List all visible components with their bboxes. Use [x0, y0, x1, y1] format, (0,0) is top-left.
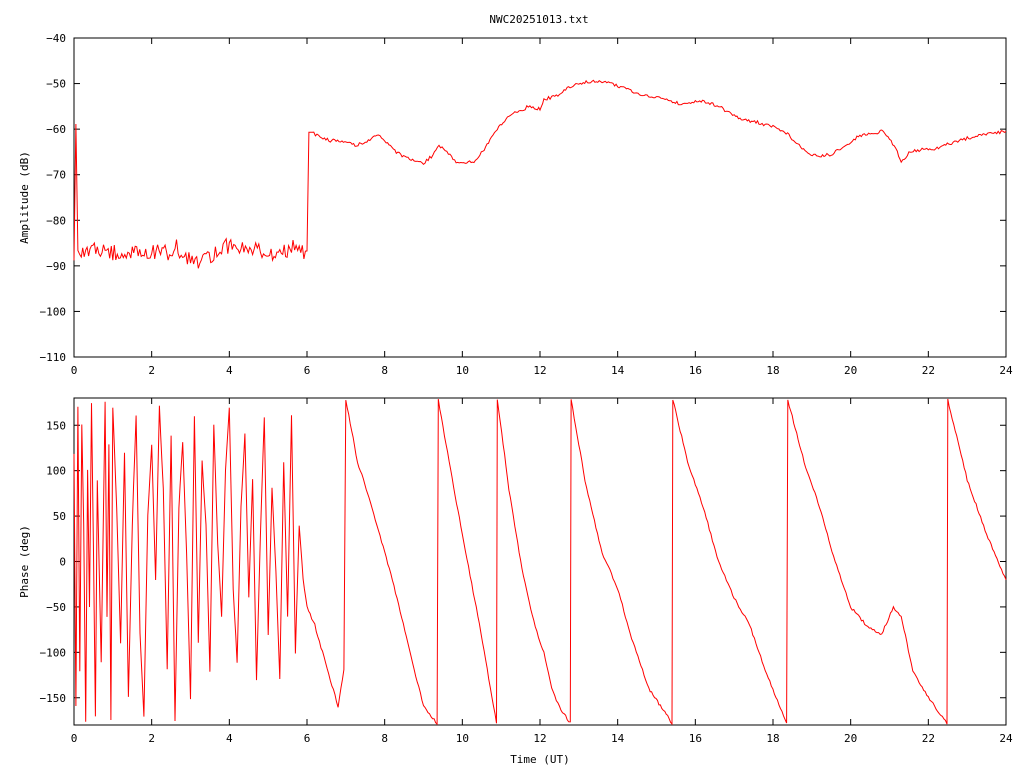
- y-tick-label: −70: [46, 169, 66, 182]
- x-tick-label: 2: [148, 364, 155, 377]
- x-tick-label: 6: [304, 732, 311, 745]
- data-line: [73, 79, 1007, 269]
- x-tick-label: 20: [844, 732, 857, 745]
- y-tick-label: 0: [59, 556, 66, 569]
- x-tick-label: 14: [611, 364, 625, 377]
- x-tick-label: 12: [533, 732, 546, 745]
- y-tick-label: 50: [53, 510, 66, 523]
- x-tick-label: 16: [689, 364, 702, 377]
- y-tick-label: −100: [40, 646, 67, 659]
- y-tick-label: −100: [40, 305, 67, 318]
- y-tick-label: −50: [46, 601, 66, 614]
- x-tick-label: 2: [148, 732, 155, 745]
- x-tick-label: 10: [456, 364, 469, 377]
- amplitude-panel: 0 2 4 6 8 10 12 14 16 18 20 22 24−110−100−90−80−70−6…: [18, 32, 1013, 377]
- phase-panel: 0 2 4 6 8 10 12 14 16 18 20 22 24−150−100−5005010015…: [18, 397, 1013, 766]
- x-tick-label: 10: [456, 732, 469, 745]
- y-tick-label: −50: [46, 78, 66, 91]
- x-tick-label: 22: [922, 732, 935, 745]
- y-tick-label: 150: [46, 419, 66, 432]
- x-tick-label: 0: [71, 364, 78, 377]
- x-tick-label: 8: [381, 732, 388, 745]
- data-line: [73, 398, 1007, 726]
- y-tick-label: −90: [46, 260, 66, 273]
- y-tick-label: −40: [46, 32, 66, 45]
- x-tick-label: 18: [766, 364, 779, 377]
- x-tick-label: 24: [999, 364, 1013, 377]
- x-tick-label: 0: [71, 732, 78, 745]
- y-tick-label: −150: [40, 692, 67, 705]
- x-tick-label: 14: [611, 732, 625, 745]
- x-tick-label: 20: [844, 364, 857, 377]
- x-axis-label: Time (UT): [510, 753, 570, 766]
- x-tick-label: 12: [533, 364, 546, 377]
- x-tick-label: 22: [922, 364, 935, 377]
- chart-title: NWC20251013.txt: [489, 13, 588, 26]
- y-tick-label: 100: [46, 465, 66, 478]
- x-tick-label: 16: [689, 732, 702, 745]
- y-tick-label: −60: [46, 123, 66, 136]
- x-tick-label: 18: [766, 732, 779, 745]
- y-axis-label: Amplitude (dB): [18, 151, 31, 244]
- x-tick-label: 24: [999, 732, 1013, 745]
- y-tick-label: −80: [46, 214, 66, 227]
- y-axis-label: Phase (deg): [18, 525, 31, 598]
- x-tick-label: 4: [226, 364, 233, 377]
- x-tick-label: 6: [304, 364, 311, 377]
- y-tick-label: −110: [40, 351, 67, 364]
- x-tick-label: 4: [226, 732, 233, 745]
- x-tick-label: 8: [381, 364, 388, 377]
